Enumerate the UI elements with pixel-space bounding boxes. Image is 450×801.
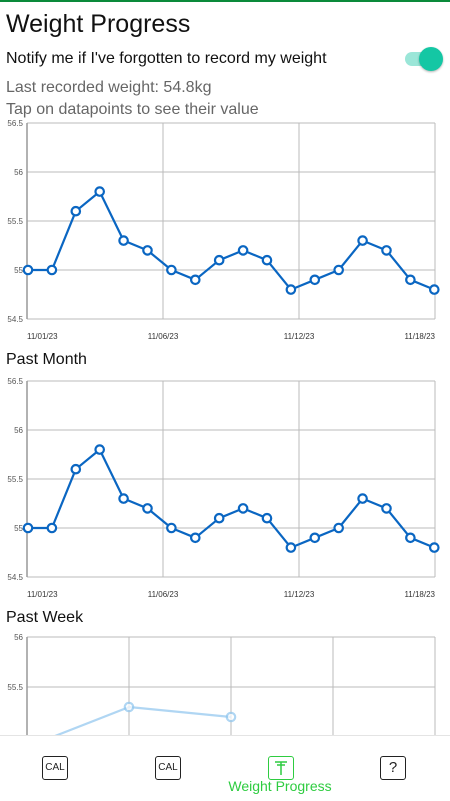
data-point bbox=[166, 522, 177, 534]
data-point bbox=[261, 254, 273, 266]
weight-progress-glyph bbox=[275, 761, 287, 775]
x-tick-label: 11/12/23 bbox=[284, 332, 315, 341]
data-point bbox=[123, 701, 135, 713]
data-point bbox=[333, 522, 344, 534]
data-point bbox=[333, 264, 344, 276]
x-tick-label: 11/01/23 bbox=[27, 332, 58, 341]
series-line bbox=[28, 190, 435, 291]
page-title: Weight Progress bbox=[6, 10, 191, 38]
calendar-icon: CAL bbox=[155, 756, 181, 780]
chart-overview-svg[interactable]: 54.5 55 55.5 56 56.5 11/01/23 11/06/23 11/12/23… bbox=[0, 118, 450, 348]
data-point bbox=[405, 274, 416, 286]
data-point bbox=[142, 245, 153, 256]
nav-calendar[interactable]: CAL bbox=[143, 736, 193, 801]
x-tick-label: 11/06/23 bbox=[148, 332, 179, 341]
data-point bbox=[381, 503, 392, 514]
data-point bbox=[190, 532, 201, 544]
data-point bbox=[381, 245, 392, 256]
y-tick-label: 56 bbox=[14, 426, 23, 435]
data-point bbox=[94, 186, 105, 197]
data-point bbox=[94, 444, 105, 455]
datapoint-hint: Tap on datapoints to see their value bbox=[6, 101, 259, 118]
y-tick-label: 56 bbox=[14, 633, 23, 642]
x-tick-label: 11/12/23 bbox=[284, 590, 315, 599]
notify-label: Notify me if I've forgotten to record my… bbox=[6, 50, 327, 67]
data-point bbox=[357, 493, 368, 504]
x-tick-label: 11/01/23 bbox=[27, 590, 58, 599]
data-point bbox=[237, 245, 249, 256]
x-tick-label: 11/18/23 bbox=[404, 590, 435, 599]
chart-overview[interactable]: 54.5 55 55.5 56 56.5 11/01/23 11/06/23 11/12/23… bbox=[0, 118, 450, 348]
data-point bbox=[22, 522, 34, 534]
y-tick-label: 56.5 bbox=[7, 377, 23, 386]
last-recorded-weight: Last recorded weight: 54.8kg bbox=[6, 79, 212, 96]
section-title-past-week: Past Week bbox=[6, 609, 84, 626]
data-point bbox=[213, 254, 225, 266]
y-tick-label: 55 bbox=[14, 266, 23, 275]
data-point bbox=[237, 503, 249, 514]
data-point bbox=[70, 463, 82, 475]
data-point bbox=[405, 532, 416, 544]
data-point bbox=[357, 235, 368, 246]
y-tick-label: 55.5 bbox=[7, 475, 23, 484]
x-tick-label: 11/06/23 bbox=[148, 590, 179, 599]
chart-past-week-svg[interactable]: 55.5 56 bbox=[0, 630, 450, 735]
nav-weight-progress-label: Weight Progress bbox=[228, 778, 332, 794]
y-tick-label: 54.5 bbox=[7, 315, 23, 324]
data-point bbox=[166, 264, 177, 276]
chart-past-month-svg[interactable]: 54.5 55 55.5 56 56.5 11/01/23 11/06/23 11/12/23… bbox=[0, 376, 450, 606]
weight-progress-icon bbox=[268, 756, 294, 780]
data-point bbox=[213, 512, 225, 524]
chart-past-week[interactable]: 55.5 56 bbox=[0, 630, 450, 735]
data-point bbox=[285, 542, 297, 553]
data-point bbox=[70, 205, 82, 217]
scale-calendar-icon: CAL bbox=[42, 756, 68, 780]
data-point bbox=[309, 532, 321, 544]
nav-help[interactable]: ? bbox=[368, 736, 418, 801]
data-point bbox=[285, 284, 297, 295]
nav-weight-progress[interactable]: Weight Progress bbox=[210, 736, 350, 801]
data-point bbox=[428, 284, 440, 295]
nav-scale-calendar[interactable]: CAL bbox=[30, 736, 80, 801]
chart-past-month[interactable]: 54.5 55 55.5 56 56.5 11/01/23 11/06/23 11/12/23… bbox=[0, 376, 450, 606]
bottom-navigation: CAL CAL Weight Progress ? bbox=[0, 735, 450, 801]
y-tick-label: 55 bbox=[14, 524, 23, 533]
data-point bbox=[428, 542, 440, 553]
help-icon: ? bbox=[380, 756, 406, 780]
section-title-past-month: Past Month bbox=[6, 351, 87, 368]
series-line bbox=[28, 448, 435, 549]
y-tick-label: 54.5 bbox=[7, 573, 23, 582]
data-point bbox=[142, 503, 153, 514]
data-point bbox=[118, 235, 129, 246]
y-tick-label: 56 bbox=[14, 168, 23, 177]
data-point bbox=[309, 274, 321, 286]
notify-toggle[interactable] bbox=[405, 47, 443, 71]
y-tick-label: 55.5 bbox=[7, 217, 23, 226]
toggle-knob bbox=[419, 47, 443, 71]
data-point bbox=[190, 274, 201, 286]
top-accent-line bbox=[0, 0, 450, 2]
data-point bbox=[118, 493, 129, 504]
data-point bbox=[22, 264, 34, 276]
y-tick-label: 56.5 bbox=[7, 119, 23, 128]
data-point bbox=[225, 711, 237, 723]
data-point bbox=[46, 522, 58, 534]
y-tick-label: 55.5 bbox=[7, 683, 23, 692]
x-tick-label: 11/18/23 bbox=[404, 332, 435, 341]
data-point bbox=[46, 264, 58, 276]
data-point bbox=[261, 512, 273, 524]
